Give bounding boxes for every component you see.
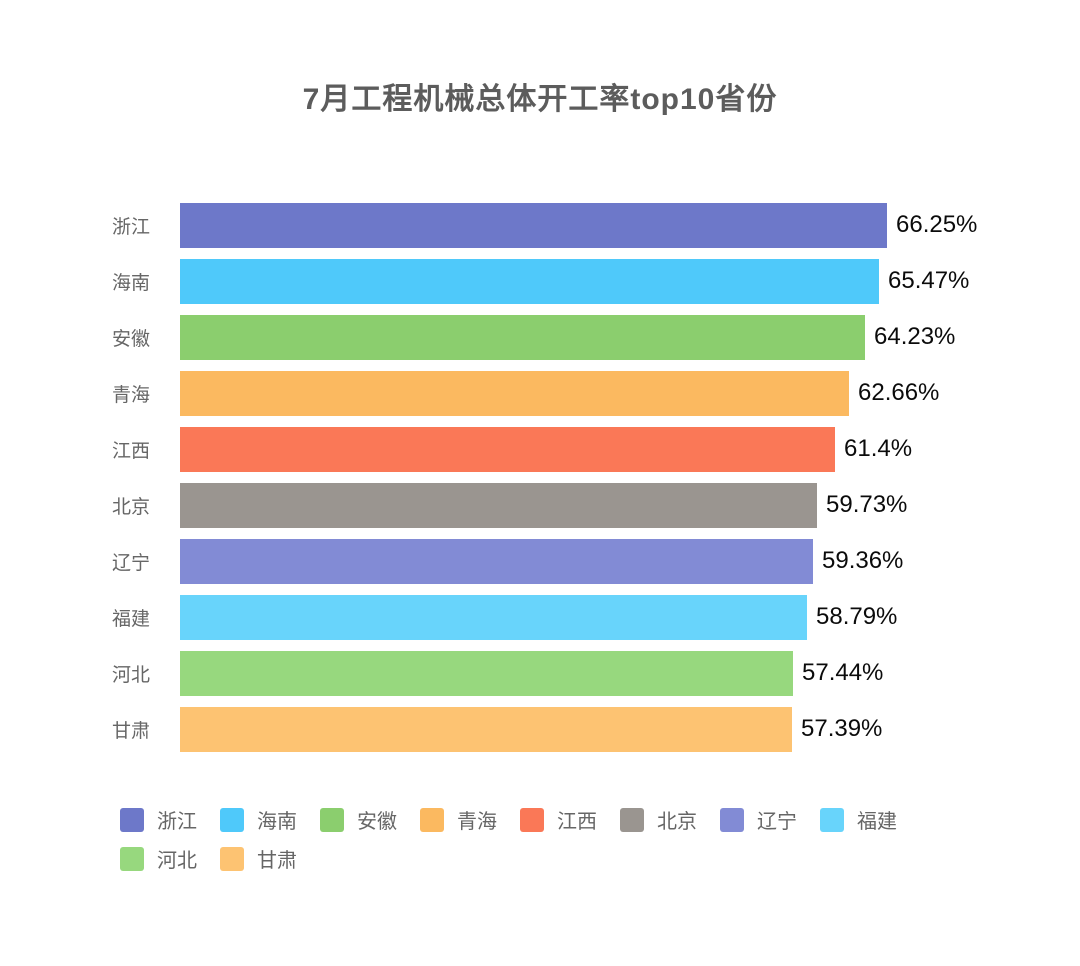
legend-label: 福建: [857, 811, 897, 833]
legend-swatch-icon: [420, 807, 444, 832]
bar-row: 北京 59.73%: [0, 477, 1080, 533]
bar-row: 福建 58.79%: [0, 589, 1080, 645]
value-label: 62.66%: [858, 379, 940, 406]
value-label: 57.39%: [801, 715, 883, 742]
value-label: 64.23%: [874, 323, 956, 350]
legend-item-江西[interactable]: 江西: [520, 805, 597, 834]
value-label: 58.79%: [816, 603, 898, 630]
bar-北京[interactable]: [180, 482, 817, 528]
legend-item-北京[interactable]: 北京: [620, 805, 697, 834]
legend-swatch-icon: [220, 807, 244, 832]
legend-item-安徽[interactable]: 安徽: [320, 805, 397, 834]
bar-青海[interactable]: [180, 370, 849, 416]
category-label: 青海: [111, 384, 150, 406]
category-label: 北京: [111, 496, 150, 518]
legend-item-浙江[interactable]: 浙江: [120, 805, 197, 834]
category-label: 福建: [111, 608, 150, 630]
legend-swatch-icon: [220, 846, 244, 871]
legend-swatch-icon: [520, 807, 544, 832]
chart-legend: 浙江 海南 安徽 青海 江西 北京 辽宁 福建河北 甘肃: [120, 805, 960, 873]
legend-label: 江西: [557, 811, 597, 833]
value-label: 59.73%: [826, 491, 908, 518]
legend-item-福建[interactable]: 福建: [820, 805, 897, 834]
legend-swatch-icon: [720, 807, 744, 832]
legend-item-河北[interactable]: 河北: [120, 844, 197, 873]
bar-海南[interactable]: [180, 258, 879, 304]
legend-item-青海[interactable]: 青海: [420, 805, 497, 834]
bar-浙江[interactable]: [180, 202, 887, 248]
legend-swatch-icon: [620, 807, 644, 832]
legend-item-海南[interactable]: 海南: [220, 805, 297, 834]
bar-row: 安徽 64.23%: [0, 309, 1080, 365]
bar-甘肃[interactable]: [180, 706, 792, 752]
bar-row: 青海 62.66%: [0, 365, 1080, 421]
bar-row: 甘肃 57.39%: [0, 701, 1080, 757]
legend-label: 甘肃: [257, 850, 297, 872]
category-label: 浙江: [111, 216, 150, 238]
bar-河北[interactable]: [180, 650, 793, 696]
category-label: 甘肃: [111, 720, 150, 742]
value-label: 57.44%: [802, 659, 884, 686]
legend-label: 辽宁: [757, 811, 797, 833]
value-label: 65.47%: [888, 267, 970, 294]
legend-item-辽宁[interactable]: 辽宁: [720, 805, 797, 834]
legend-swatch-icon: [120, 807, 144, 832]
bar-安徽[interactable]: [180, 314, 865, 360]
legend-swatch-icon: [820, 807, 844, 832]
legend-label: 安徽: [357, 811, 397, 833]
bar-row: 河北 57.44%: [0, 645, 1080, 701]
category-label: 辽宁: [111, 552, 150, 574]
bar-福建[interactable]: [180, 594, 807, 640]
value-label: 66.25%: [896, 211, 978, 238]
value-label: 61.4%: [844, 435, 913, 462]
legend-label: 北京: [657, 811, 697, 833]
bar-江西[interactable]: [180, 426, 835, 472]
legend-swatch-icon: [320, 807, 344, 832]
bar-row: 江西 61.4%: [0, 421, 1080, 477]
category-label: 安徽: [111, 328, 150, 350]
legend-label: 河北: [157, 850, 197, 872]
bar-row: 海南 65.47%: [0, 253, 1080, 309]
bar-chart: 浙江 66.25% 海南 65.47% 安徽 64.23% 青海 62.66% 江西 61.4% 北…: [0, 197, 1080, 757]
category-label: 河北: [111, 664, 150, 686]
legend-item-甘肃[interactable]: 甘肃: [220, 844, 297, 873]
chart-title: 7月工程机械总体开工率top10省份: [302, 83, 778, 116]
legend-swatch-icon: [120, 846, 144, 871]
legend-label: 海南: [257, 811, 297, 833]
legend-label: 青海: [457, 811, 497, 833]
bar-row: 辽宁 59.36%: [0, 533, 1080, 589]
category-label: 海南: [111, 272, 150, 294]
bar-row: 浙江 66.25%: [0, 197, 1080, 253]
legend-label: 浙江: [157, 811, 197, 833]
value-label: 59.36%: [822, 547, 904, 574]
bar-辽宁[interactable]: [180, 538, 813, 584]
category-label: 江西: [111, 440, 150, 462]
